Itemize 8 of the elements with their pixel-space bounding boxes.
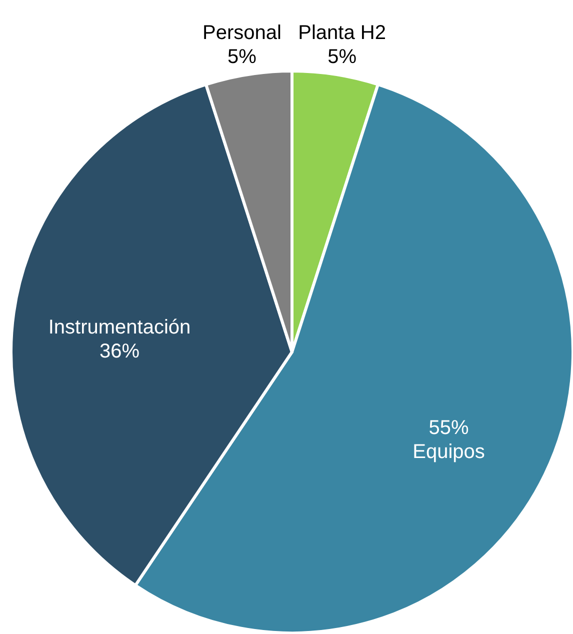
- slice-label: Equipos: [412, 440, 485, 463]
- slice-label: Personal: [202, 22, 282, 44]
- data-label: 5%: [228, 46, 257, 68]
- data-label: 55%: [428, 416, 470, 439]
- data-label: 5%: [328, 46, 357, 68]
- data-label: 36%: [99, 340, 140, 363]
- slice-label: Instrumentación: [48, 316, 191, 339]
- slice-label: Planta H2: [298, 22, 386, 44]
